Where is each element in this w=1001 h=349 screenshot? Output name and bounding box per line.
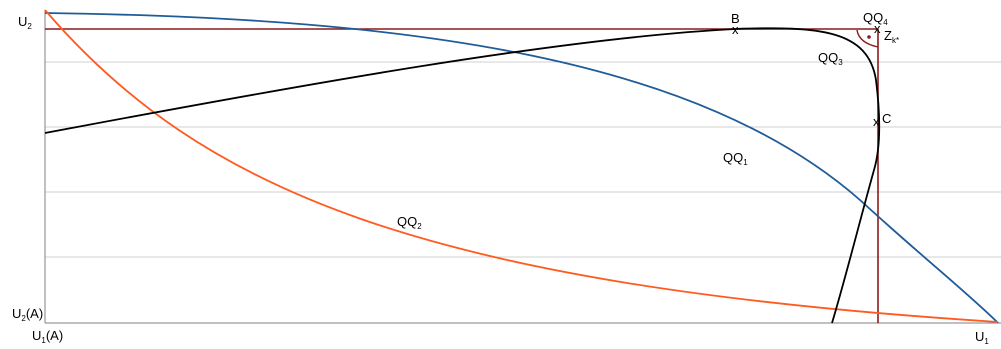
zk-label: Zk* xyxy=(884,28,899,45)
point-b-label: B xyxy=(731,11,740,26)
qq3-label: QQ3 xyxy=(818,50,843,67)
gridlines xyxy=(45,61,1001,258)
u2-axis-label: U2 xyxy=(18,14,32,31)
right-angle-dot xyxy=(867,35,871,39)
right-angle-arc xyxy=(856,29,879,48)
qq1-label: QQ1 xyxy=(723,150,748,167)
point-zk-marker: x xyxy=(874,21,881,36)
u1a-label: U1(A) xyxy=(32,328,63,344)
u2a-label: U2(A) xyxy=(12,306,43,323)
qq1-curve xyxy=(44,12,999,324)
u1-axis-label: U1 xyxy=(975,329,989,344)
point-b-marker: x xyxy=(732,22,739,37)
point-c-label: C xyxy=(882,111,891,126)
qq4-label: QQ4 xyxy=(863,10,888,27)
point-c-marker: x xyxy=(873,114,880,129)
qq4-lines xyxy=(45,28,879,323)
qq2-curve xyxy=(44,9,999,323)
qq3-curve xyxy=(44,27,881,324)
qq2-label: QQ2 xyxy=(397,214,422,231)
